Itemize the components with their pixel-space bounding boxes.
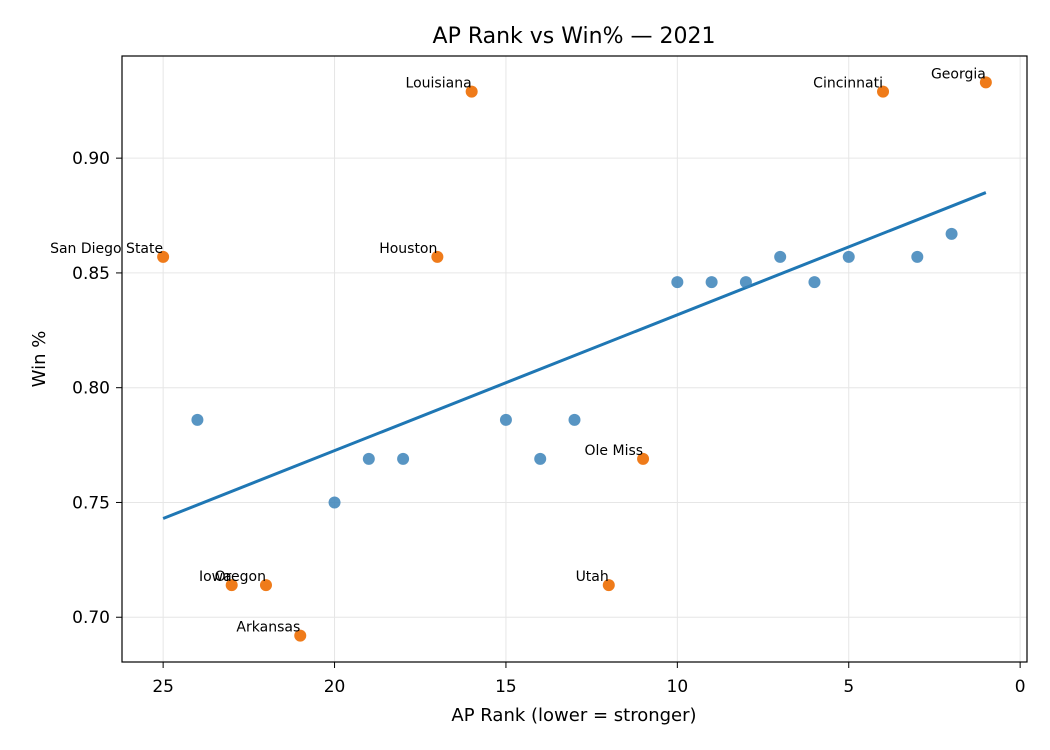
point-label: Iowa — [199, 569, 232, 585]
point-label: Utah — [576, 569, 609, 585]
regular-point — [397, 452, 410, 465]
x-tick-label: 10 — [667, 677, 689, 697]
chart-title: AP Rank vs Win% — 2021 — [433, 24, 716, 49]
y-tick-label: 0.75 — [72, 493, 110, 513]
x-axis-ticks: 25 20 15 10 5 0 — [152, 662, 1026, 697]
point-label: Houston — [379, 241, 437, 257]
x-tick-label: 15 — [495, 677, 517, 697]
y-axis-label: Win % — [29, 331, 50, 388]
point-label: Georgia — [931, 66, 986, 82]
highlight-point — [431, 250, 444, 263]
point-label: Arkansas — [236, 620, 300, 636]
regular-point — [362, 452, 375, 465]
regular-point — [739, 276, 752, 289]
regular-point — [534, 452, 547, 465]
y-tick-label: 0.80 — [72, 379, 110, 399]
regular-point — [328, 496, 341, 509]
regular-point — [671, 276, 684, 289]
highlight-point — [637, 452, 650, 465]
y-tick-label: 0.90 — [72, 149, 110, 169]
data-points — [157, 76, 992, 642]
regular-point — [774, 250, 787, 263]
x-tick-label: 0 — [1015, 677, 1026, 697]
highlight-point — [294, 629, 307, 642]
plot-frame — [121, 55, 1028, 663]
grid-lines — [122, 56, 1027, 662]
point-label: Ole Miss — [585, 443, 644, 459]
highlight-point — [877, 85, 890, 98]
x-tick-label: 20 — [324, 677, 346, 697]
highlight-point — [157, 250, 170, 263]
x-tick-label: 5 — [843, 677, 854, 697]
regular-point — [945, 227, 958, 240]
regular-point — [191, 413, 204, 426]
regular-point — [808, 276, 821, 289]
y-tick-label: 0.85 — [72, 264, 110, 284]
regular-point — [568, 413, 581, 426]
regular-point — [705, 276, 718, 289]
highlight-point — [465, 85, 478, 98]
highlight-point — [602, 579, 615, 592]
point-label: San Diego State — [50, 241, 163, 257]
point-label: Oregon — [215, 569, 266, 585]
y-axis-ticks: 0.70 0.75 0.80 0.85 0.90 — [72, 149, 122, 628]
highlight-point — [979, 76, 992, 89]
regular-point — [499, 413, 512, 426]
trend-line-group — [162, 191, 987, 520]
point-label: Cincinnati — [813, 76, 883, 92]
y-tick-label: 0.70 — [72, 608, 110, 628]
highlight-point — [259, 579, 272, 592]
highlight-point — [225, 579, 238, 592]
regular-point — [842, 250, 855, 263]
trend-line — [162, 191, 987, 520]
x-tick-label: 25 — [152, 677, 174, 697]
point-label: Louisiana — [406, 76, 472, 92]
x-axis-label: AP Rank (lower = stronger) — [451, 705, 696, 726]
regular-point — [911, 250, 924, 263]
